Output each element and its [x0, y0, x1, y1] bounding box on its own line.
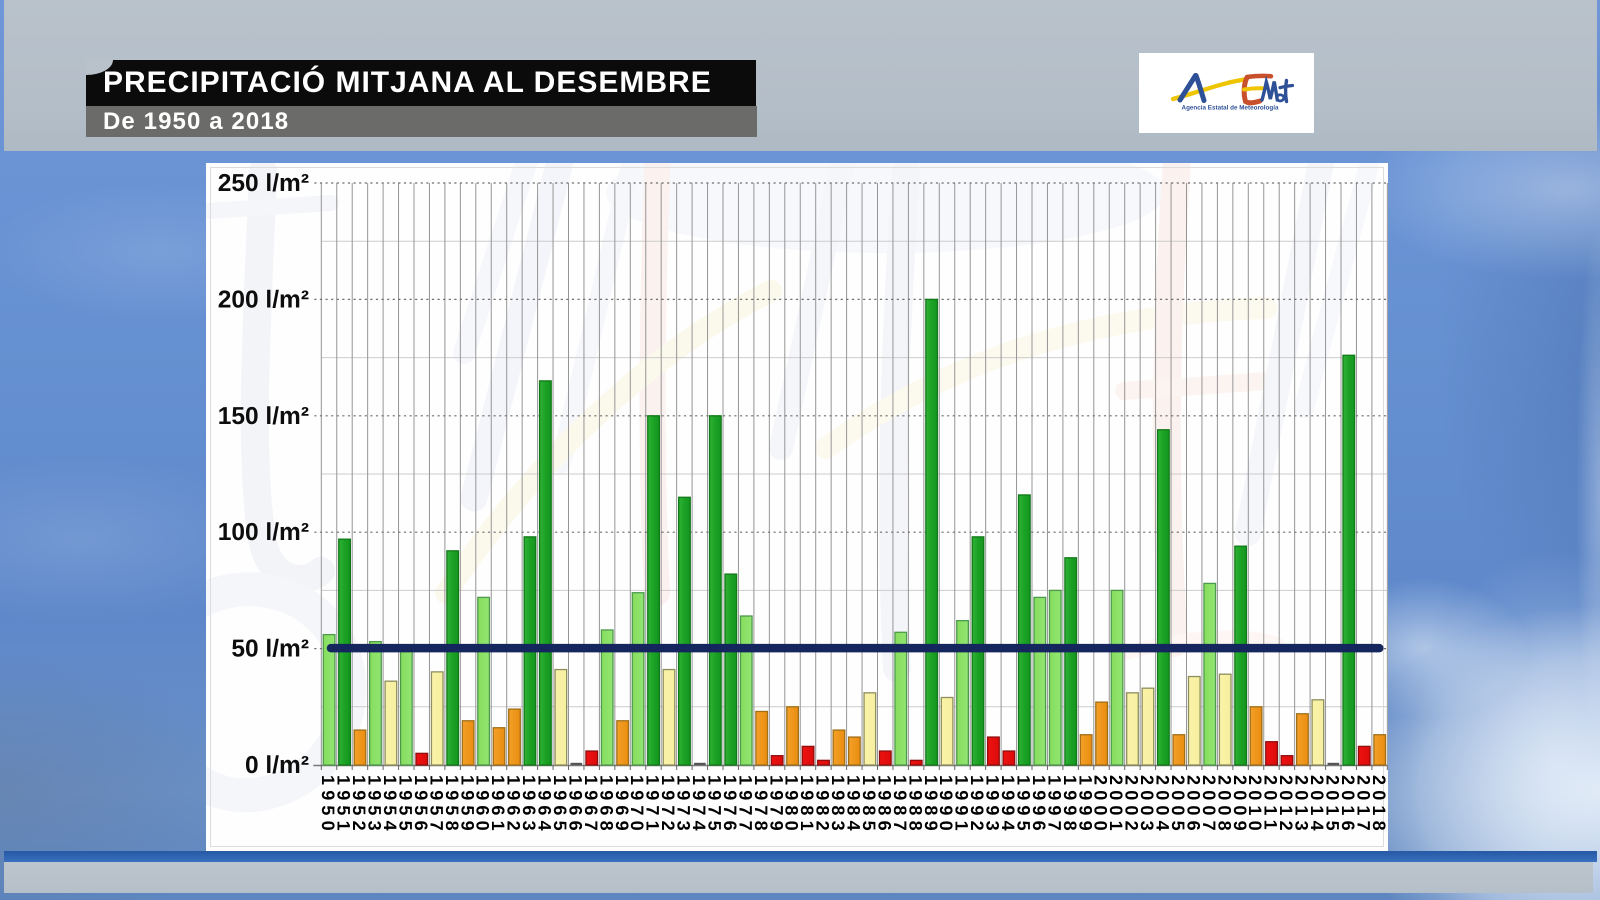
svg-text:1996: 1996	[1029, 775, 1049, 836]
svg-text:1967: 1967	[581, 775, 601, 836]
svg-text:50 l/m²: 50 l/m²	[231, 636, 309, 663]
svg-text:2007: 2007	[1199, 775, 1219, 836]
svg-text:1987: 1987	[890, 775, 910, 836]
svg-text:1969: 1969	[612, 775, 632, 836]
svg-text:2013: 2013	[1292, 775, 1312, 836]
svg-text:2001: 2001	[1106, 775, 1126, 836]
svg-text:1981: 1981	[797, 775, 817, 836]
svg-text:2004: 2004	[1153, 775, 1173, 836]
svg-text:1982: 1982	[813, 775, 833, 836]
svg-text:100 l/m²: 100 l/m²	[218, 519, 309, 546]
svg-text:1975: 1975	[704, 775, 724, 836]
svg-text:1995: 1995	[1013, 775, 1033, 836]
svg-text:1998: 1998	[1060, 775, 1080, 836]
svg-text:2011: 2011	[1261, 775, 1281, 835]
svg-text:1953: 1953	[365, 775, 385, 836]
svg-text:2006: 2006	[1183, 775, 1203, 836]
svg-text:1960: 1960	[473, 775, 493, 836]
svg-text:1952: 1952	[349, 775, 369, 836]
svg-text:200 l/m²: 200 l/m²	[218, 286, 309, 313]
svg-text:1955: 1955	[395, 775, 415, 836]
svg-text:1957: 1957	[426, 775, 446, 836]
svg-text:1980: 1980	[782, 775, 802, 836]
svg-text:1968: 1968	[596, 775, 616, 836]
svg-text:1990: 1990	[936, 775, 956, 836]
svg-text:250 l/m²: 250 l/m²	[218, 170, 309, 197]
svg-text:1991: 1991	[952, 775, 972, 836]
svg-text:1999: 1999	[1075, 775, 1095, 836]
svg-text:2016: 2016	[1338, 775, 1358, 836]
svg-text:2003: 2003	[1137, 775, 1157, 836]
svg-text:1992: 1992	[967, 775, 987, 836]
svg-text:1963: 1963	[519, 775, 539, 836]
svg-text:1962: 1962	[504, 775, 524, 836]
svg-text:2010: 2010	[1245, 775, 1265, 836]
svg-text:1959: 1959	[457, 775, 477, 836]
svg-text:2014: 2014	[1307, 775, 1327, 836]
svg-text:1966: 1966	[565, 775, 585, 836]
svg-text:1954: 1954	[380, 775, 400, 836]
svg-text:1984: 1984	[844, 775, 864, 836]
svg-text:1956: 1956	[411, 775, 431, 836]
svg-text:1970: 1970	[627, 775, 647, 836]
svg-text:1993: 1993	[983, 775, 1003, 836]
svg-text:1978: 1978	[751, 775, 771, 836]
svg-text:1974: 1974	[689, 775, 709, 836]
svg-text:1964: 1964	[535, 775, 555, 836]
svg-text:1965: 1965	[550, 775, 570, 836]
svg-text:1973: 1973	[674, 775, 694, 836]
svg-text:2008: 2008	[1214, 775, 1234, 836]
svg-text:150 l/m²: 150 l/m²	[218, 403, 309, 430]
svg-text:0 l/m²: 0 l/m²	[245, 752, 309, 779]
svg-text:2009: 2009	[1230, 775, 1250, 836]
svg-text:2012: 2012	[1276, 775, 1296, 836]
svg-text:Agencia Estatal de Meteorologí: Agencia Estatal de Meteorología	[1182, 105, 1279, 112]
svg-text:2015: 2015	[1322, 775, 1342, 836]
svg-text:1950: 1950	[318, 775, 338, 836]
svg-text:1989: 1989	[921, 775, 941, 836]
svg-text:1972: 1972	[658, 775, 678, 836]
svg-text:1976: 1976	[720, 775, 740, 836]
svg-text:1988: 1988	[905, 775, 925, 836]
svg-text:1971: 1971	[643, 775, 663, 836]
svg-text:1986: 1986	[874, 775, 894, 836]
svg-text:2018: 2018	[1369, 775, 1388, 836]
svg-text:1961: 1961	[488, 775, 508, 836]
svg-text:1997: 1997	[1044, 775, 1064, 836]
svg-text:1977: 1977	[735, 775, 755, 836]
svg-text:1979: 1979	[766, 775, 786, 836]
svg-text:1983: 1983	[828, 775, 848, 836]
svg-text:1994: 1994	[998, 775, 1018, 836]
svg-text:2005: 2005	[1168, 775, 1188, 836]
svg-text:2017: 2017	[1353, 775, 1373, 836]
svg-text:1958: 1958	[442, 775, 462, 836]
svg-text:1951: 1951	[334, 775, 354, 836]
svg-text:2002: 2002	[1122, 775, 1142, 836]
svg-text:2000: 2000	[1091, 775, 1111, 836]
svg-text:1985: 1985	[859, 775, 879, 836]
